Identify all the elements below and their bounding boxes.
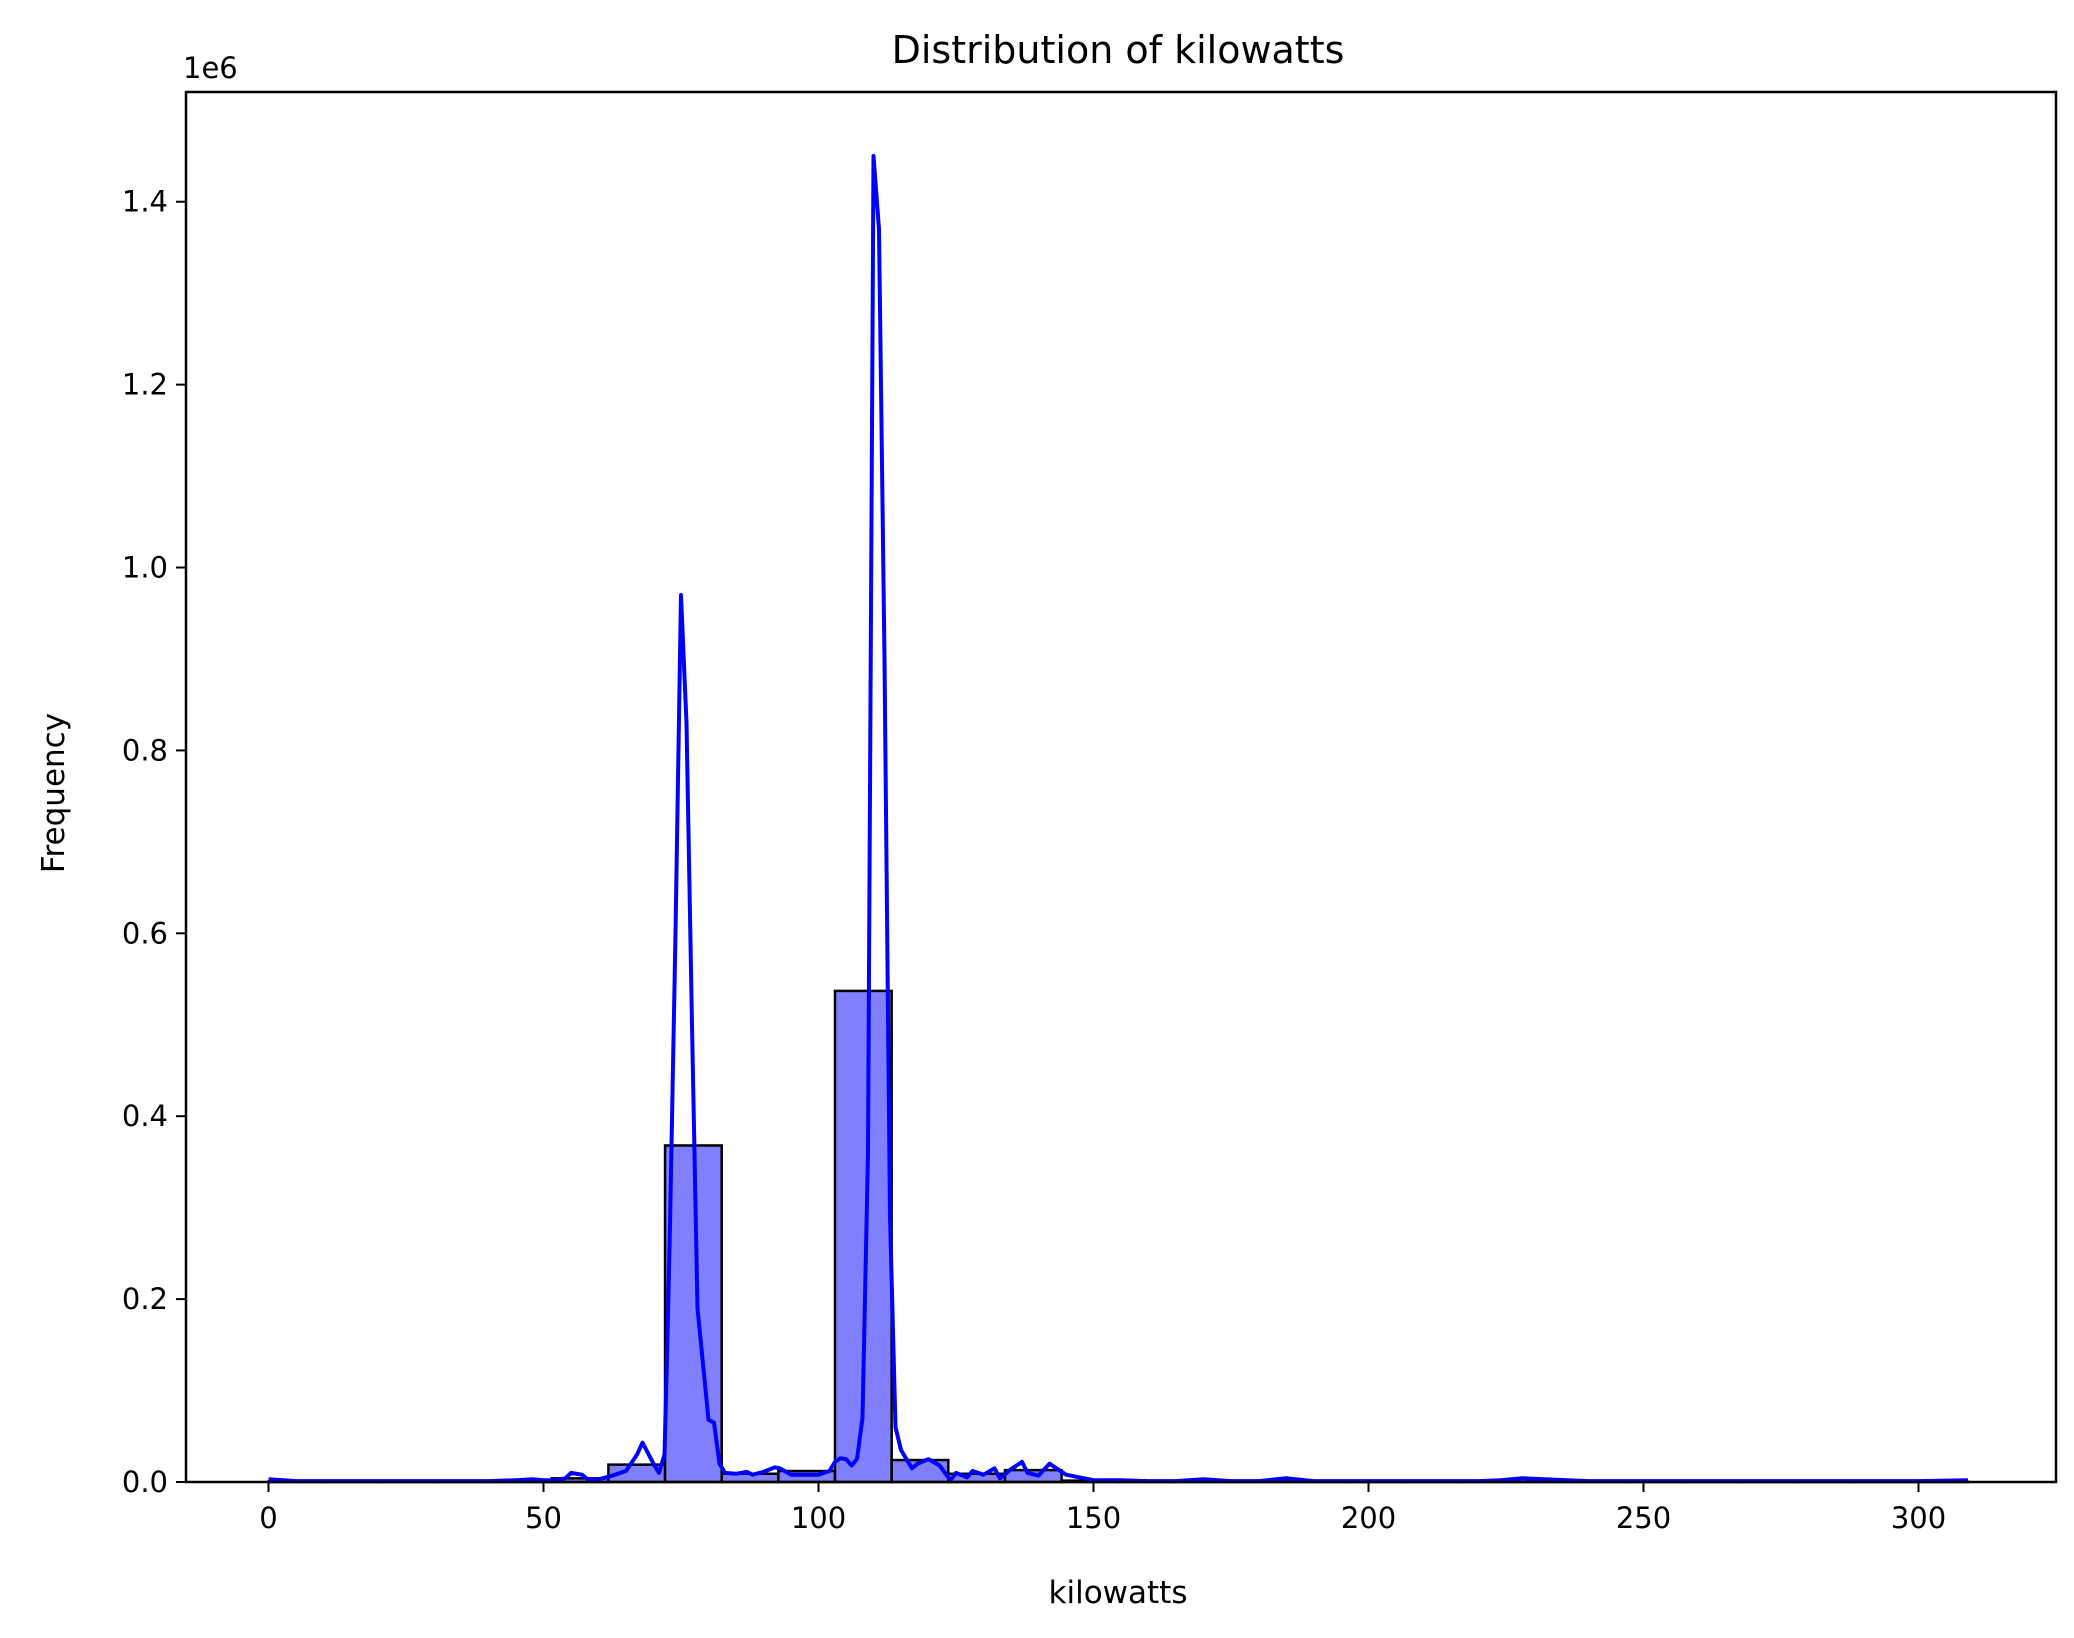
x-tick-label: 50 bbox=[525, 1501, 562, 1535]
kde-curve bbox=[268, 154, 1969, 1484]
y-tick-label: 1.2 bbox=[122, 368, 168, 402]
chart-title: Distribution of kilowatts bbox=[892, 28, 1345, 72]
x-axis: 0 50 100 150 200 250 300 bbox=[259, 1482, 1946, 1535]
x-tick-label: 250 bbox=[1616, 1501, 1671, 1535]
y-tick-label: 0.4 bbox=[122, 1099, 168, 1133]
x-tick-label: 0 bbox=[259, 1501, 277, 1535]
x-tick-label: 300 bbox=[1891, 1501, 1946, 1535]
y-tick-label: 1.4 bbox=[122, 185, 168, 219]
histogram-bars bbox=[267, 989, 1970, 1484]
y-tick-label: 0.8 bbox=[122, 733, 168, 767]
y-axis-offset-label: 1e6 bbox=[183, 51, 238, 85]
kde-line bbox=[268, 154, 1969, 1484]
y-axis-label: Frequency bbox=[36, 713, 72, 873]
y-tick-label: 0.0 bbox=[122, 1465, 168, 1499]
histogram-bar bbox=[663, 1144, 723, 1484]
y-tick-label: 0.6 bbox=[122, 916, 168, 950]
y-tick-label: 1.0 bbox=[122, 551, 168, 585]
y-axis: 0.0 0.2 0.4 0.6 0.8 1.0 1.2 1.4 bbox=[122, 185, 186, 1499]
plot-frame bbox=[184, 90, 2058, 1484]
y-tick-label: 0.2 bbox=[122, 1282, 168, 1316]
x-axis-label: kilowatts bbox=[1049, 1575, 1188, 1611]
x-tick-label: 150 bbox=[1066, 1501, 1121, 1535]
x-tick-label: 100 bbox=[791, 1501, 846, 1535]
x-tick-label: 200 bbox=[1341, 1501, 1396, 1535]
